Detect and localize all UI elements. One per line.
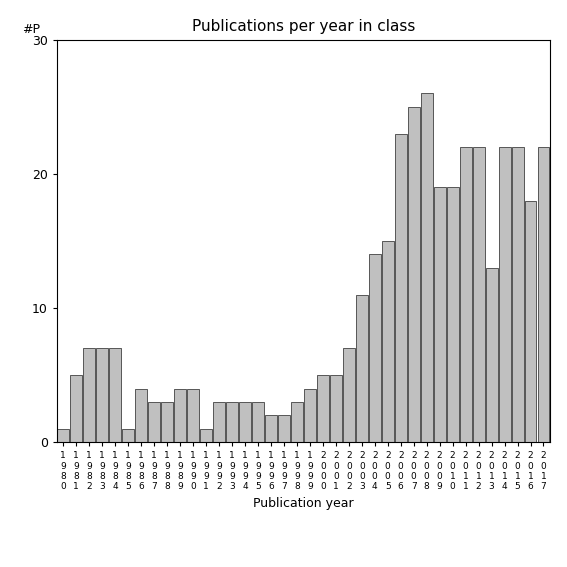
Bar [421,94,433,442]
Bar [239,402,251,442]
Bar [498,147,510,442]
Bar [395,134,407,442]
Bar [70,375,82,442]
Bar [265,416,277,442]
Bar [161,402,173,442]
Bar [96,348,108,442]
Bar [135,388,147,442]
Bar [122,429,134,442]
Bar [213,402,225,442]
Bar [434,187,446,442]
Bar [317,375,329,442]
Bar [109,348,121,442]
Bar [187,388,199,442]
Bar [226,402,238,442]
Bar [382,241,393,442]
Bar [83,348,95,442]
Bar [447,187,459,442]
Bar [485,268,498,442]
Bar [524,201,536,442]
Bar [278,416,290,442]
Bar [408,107,420,442]
Bar [538,147,549,442]
Bar [369,255,380,442]
Bar [57,429,69,442]
Bar [460,147,472,442]
Bar [200,429,212,442]
Bar [511,147,523,442]
Text: #P: #P [22,23,40,36]
Title: Publications per year in class: Publications per year in class [192,19,415,35]
Bar [174,388,186,442]
Bar [291,402,303,442]
Bar [356,295,368,442]
X-axis label: Publication year: Publication year [253,497,354,510]
Bar [148,402,160,442]
Bar [252,402,264,442]
Bar [330,375,342,442]
Bar [304,388,316,442]
Bar [473,147,485,442]
Bar [343,348,355,442]
